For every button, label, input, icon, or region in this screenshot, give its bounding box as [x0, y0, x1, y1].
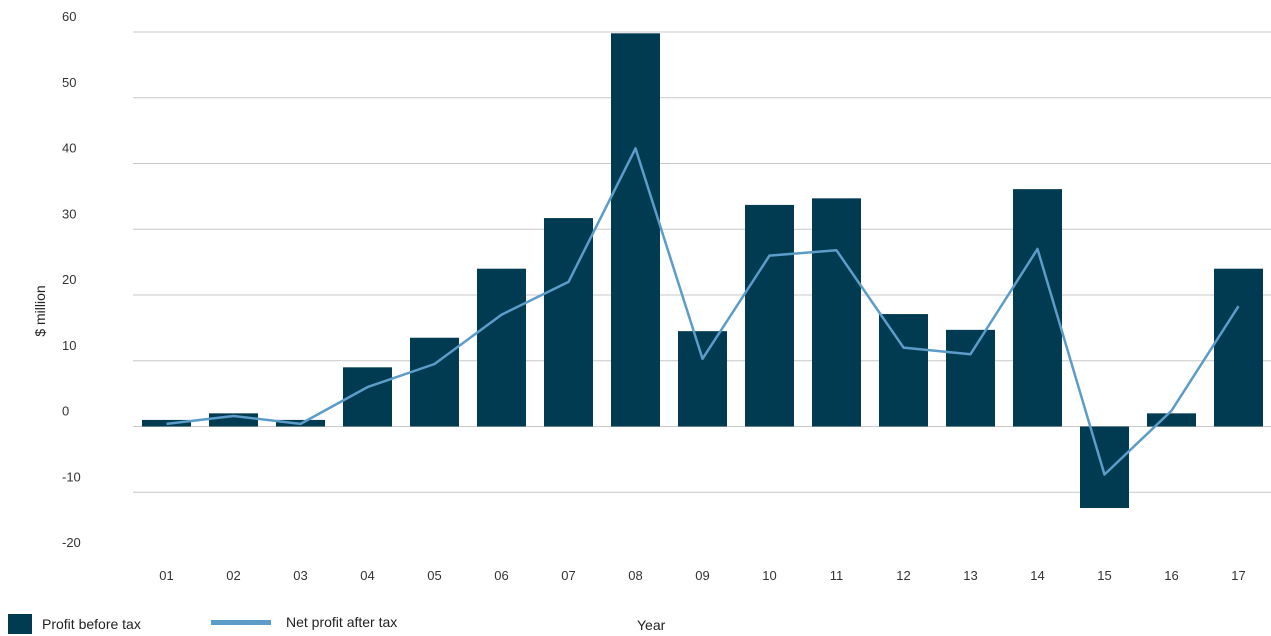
bar — [1147, 413, 1196, 427]
chart: -20 -10 0 10 20 30 40 50 60 01 02 03 04 05 06 07 08 09 10… — [32, 9, 1271, 583]
line-series — [166, 147, 1240, 476]
x-axis-label: Year — [637, 617, 666, 633]
x-tick-label: 05 — [427, 568, 441, 583]
x-tick-label: 02 — [226, 568, 240, 583]
x-tick-label: 17 — [1231, 568, 1245, 583]
y-axis-label: $ million — [32, 285, 48, 336]
y-tick-label: 60 — [62, 9, 76, 24]
legend-line-swatch — [211, 619, 271, 625]
bar — [544, 218, 593, 427]
bar — [611, 33, 660, 427]
y-tick-label: 20 — [62, 272, 76, 287]
line-path — [166, 147, 1240, 476]
legend: Profit before tax Net profit after tax — [0, 614, 1271, 636]
x-tick-label: 06 — [494, 568, 508, 583]
y-tick-label: -20 — [62, 535, 81, 550]
bar — [812, 198, 861, 427]
legend-item-line: Net profit after tax — [211, 614, 397, 630]
bar — [477, 268, 526, 427]
x-tick-label: 09 — [695, 568, 709, 583]
legend-line-label: Net profit after tax — [286, 614, 398, 630]
y-tick-label: 30 — [62, 206, 76, 221]
x-tick-label: 07 — [561, 568, 575, 583]
x-axis-ticks: 01 02 03 04 05 06 07 08 09 10 11 12 13 14 15 16 17 — [159, 568, 1245, 583]
bar — [745, 204, 794, 427]
y-tick-label: 50 — [62, 75, 76, 90]
x-tick-label: 16 — [1164, 568, 1178, 583]
y-tick-label: 40 — [62, 141, 76, 156]
x-tick-label: 08 — [628, 568, 642, 583]
x-tick-label: 13 — [963, 568, 977, 583]
bar — [879, 314, 928, 427]
bar — [678, 331, 727, 427]
x-tick-label: 01 — [159, 568, 173, 583]
x-tick-label: 11 — [830, 568, 844, 583]
y-tick-label: 10 — [62, 338, 76, 353]
x-tick-label: 12 — [896, 568, 910, 583]
x-tick-label: 15 — [1097, 568, 1111, 583]
bar — [1214, 268, 1263, 427]
x-tick-label: 04 — [360, 568, 374, 583]
legend-item-bar: Profit before tax — [8, 614, 141, 634]
y-tick-label: -10 — [62, 469, 81, 484]
bar-series — [142, 33, 1263, 509]
legend-bar-swatch — [8, 614, 32, 634]
x-tick-label: 03 — [293, 568, 307, 583]
y-axis-ticks: -20 -10 0 10 20 30 40 50 60 — [62, 9, 81, 550]
x-tick-label: 14 — [1030, 568, 1044, 583]
y-tick-label: 0 — [62, 404, 69, 419]
legend-bar-label: Profit before tax — [42, 616, 141, 632]
bar — [946, 329, 995, 427]
bar — [1080, 426, 1129, 509]
x-tick-label: 10 — [762, 568, 776, 583]
